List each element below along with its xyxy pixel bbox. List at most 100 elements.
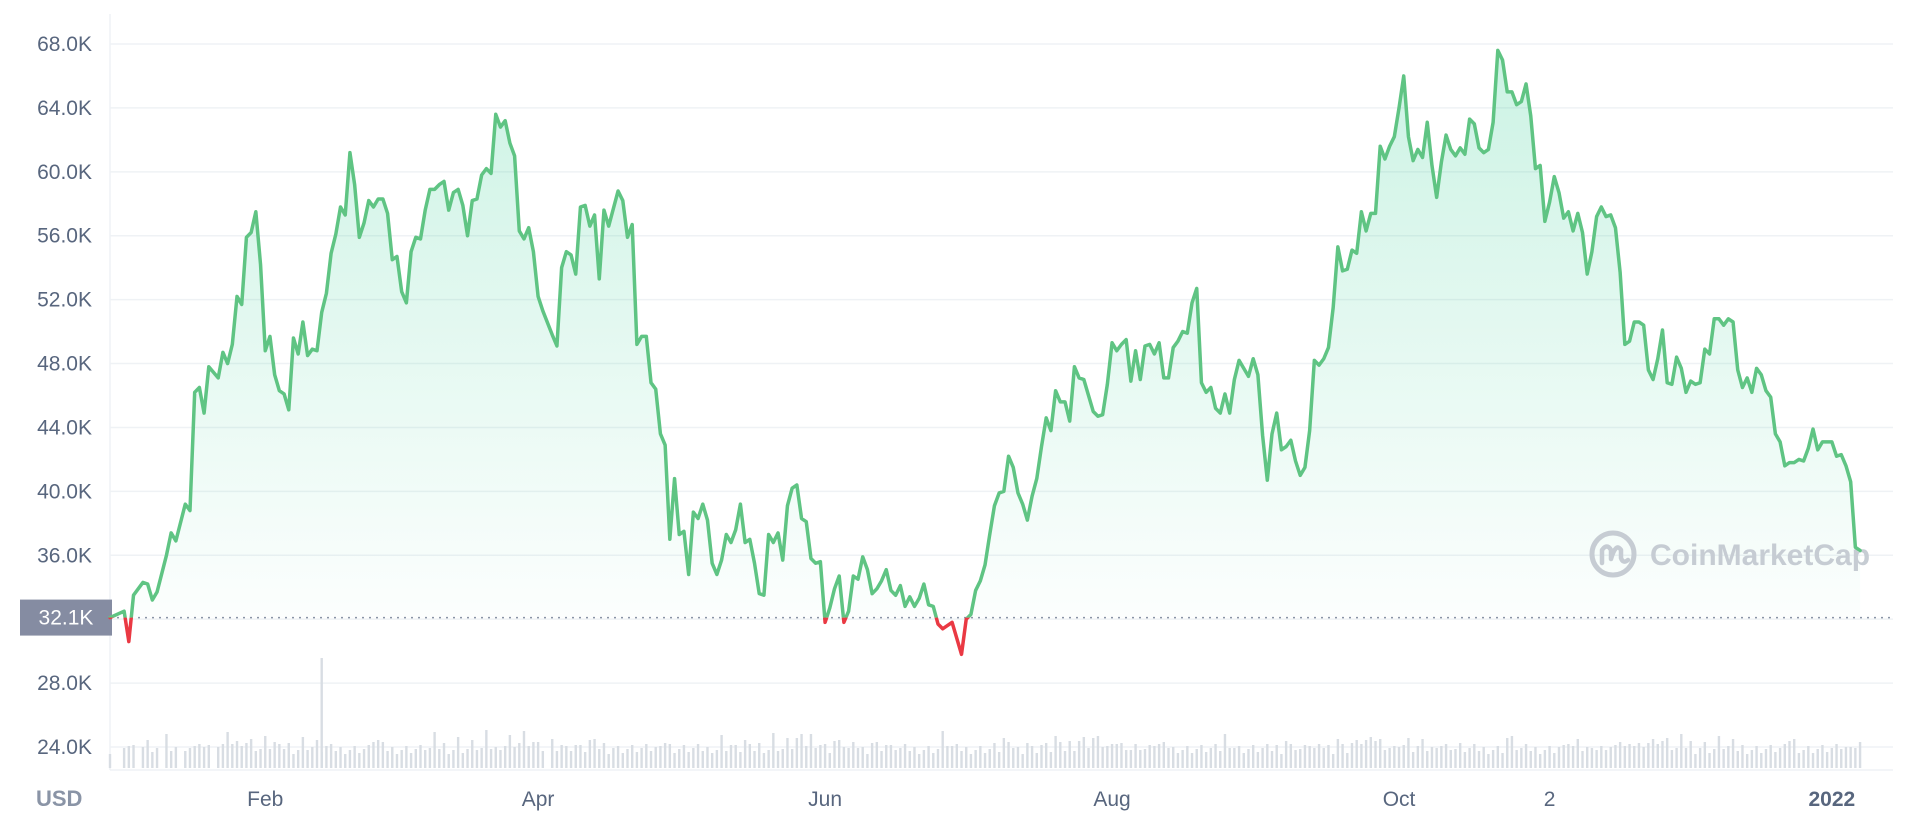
coinmarketcap-watermark: CoinMarketCap xyxy=(1589,530,1870,578)
volume-bar xyxy=(1854,748,1857,768)
volume-bar xyxy=(715,750,719,768)
y-tick-label: 44.0K xyxy=(37,416,92,439)
reference-value-label: 32.1K xyxy=(39,607,94,630)
volume-bar xyxy=(1157,744,1161,768)
volume-bars xyxy=(108,658,1862,768)
volume-bar xyxy=(1242,753,1245,768)
volume-bar xyxy=(936,749,940,768)
volume-bar xyxy=(518,743,521,768)
volume-bar xyxy=(1515,750,1518,768)
volume-bar xyxy=(1308,746,1311,768)
volume-bar xyxy=(254,751,258,768)
volume-bar xyxy=(988,749,991,768)
volume-bar xyxy=(612,748,615,768)
volume-bar xyxy=(184,751,187,768)
volume-bar xyxy=(1840,749,1843,768)
volume-bar xyxy=(1139,750,1142,768)
volume-bar xyxy=(767,750,770,768)
volume-bar xyxy=(1797,753,1801,768)
volume-bar xyxy=(734,745,737,768)
volume-bar xyxy=(790,749,794,768)
volume-bar xyxy=(889,745,893,768)
volume-bar xyxy=(1402,745,1405,768)
volume-bar xyxy=(428,748,432,768)
volume-bar xyxy=(1233,748,1236,768)
volume-bar xyxy=(1793,739,1796,768)
volume-bar xyxy=(1223,734,1227,768)
volume-bar xyxy=(1745,754,1749,768)
volume-bar xyxy=(1538,754,1542,768)
volume-bar xyxy=(1369,737,1373,768)
volume-bar xyxy=(1388,748,1391,768)
volume-bar xyxy=(856,748,860,768)
watermark-text: CoinMarketCap xyxy=(1650,539,1870,572)
volume-bar xyxy=(743,740,747,768)
volume-bar xyxy=(1543,750,1547,768)
y-tick-label: 48.0K xyxy=(37,353,92,376)
volume-bar xyxy=(955,744,959,768)
volume-bar xyxy=(1106,746,1109,768)
volume-bar xyxy=(1026,743,1029,768)
volume-bar xyxy=(1355,740,1358,768)
volume-bar xyxy=(1534,747,1537,768)
volume-bar xyxy=(174,747,178,768)
volume-bar xyxy=(1713,749,1716,768)
y-tick-label: 64.0K xyxy=(37,97,92,120)
volume-bar xyxy=(499,750,502,768)
volume-bar xyxy=(1299,749,1302,768)
volume-bar xyxy=(1261,748,1264,768)
volume-bar xyxy=(221,744,225,768)
volume-bar xyxy=(1656,744,1659,768)
volume-bar xyxy=(1219,751,1222,768)
volume-bar xyxy=(202,747,206,768)
volume-bar xyxy=(1807,746,1810,768)
volume-bar xyxy=(969,754,973,768)
volume-bar xyxy=(1073,751,1076,768)
volume-bar xyxy=(1251,745,1255,768)
volume-bar xyxy=(1228,748,1231,768)
volume-bar xyxy=(579,745,582,768)
y-tick-label: 56.0K xyxy=(37,225,92,248)
volume-bar xyxy=(447,754,450,768)
volume-bar xyxy=(974,750,977,768)
volume-bar xyxy=(847,748,850,768)
volume-bar xyxy=(659,746,662,768)
volume-bar xyxy=(1496,746,1500,768)
volume-bar xyxy=(1590,748,1594,768)
volume-bar xyxy=(861,747,864,768)
volume-bar xyxy=(1750,750,1754,768)
volume-bar xyxy=(409,753,413,768)
volume-bar xyxy=(1571,746,1575,768)
volume-bar xyxy=(1788,741,1791,768)
volume-bar xyxy=(1204,752,1208,768)
volume-bar xyxy=(1346,753,1349,768)
volume-bar xyxy=(264,736,267,768)
volume-bar xyxy=(598,749,601,768)
volume-bar xyxy=(1802,750,1805,768)
volume-bar xyxy=(1002,738,1006,768)
volume-bar xyxy=(282,749,286,768)
volume-bar xyxy=(442,743,446,768)
volume-bar xyxy=(1717,736,1721,768)
volume-bar xyxy=(165,734,168,768)
volume-bar xyxy=(1684,748,1688,768)
volume-bar xyxy=(983,753,987,768)
volume-bar xyxy=(424,750,427,768)
volume-bar xyxy=(663,743,667,768)
volume-bar xyxy=(630,745,634,768)
volume-bar xyxy=(391,747,394,768)
volume-bar xyxy=(151,752,154,768)
volume-bar xyxy=(193,746,196,768)
volume-bar xyxy=(866,754,869,768)
volume-bar xyxy=(1722,749,1725,768)
volume-bar xyxy=(673,753,676,768)
volume-bar xyxy=(621,753,624,768)
volume-bar xyxy=(1816,749,1819,768)
volume-bar xyxy=(1618,742,1622,768)
volume-bar xyxy=(1270,751,1274,768)
volume-bar xyxy=(1303,745,1307,768)
volume-bar xyxy=(1195,749,1198,768)
volume-bar xyxy=(1313,748,1316,768)
volume-bar xyxy=(880,751,883,768)
volume-bar xyxy=(532,742,535,768)
